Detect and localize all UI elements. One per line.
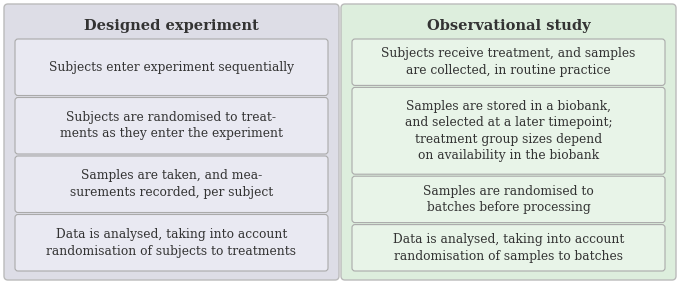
FancyBboxPatch shape [352, 176, 665, 223]
FancyBboxPatch shape [15, 156, 328, 212]
Text: Data is analysed, taking into account
randomisation of subjects to treatments: Data is analysed, taking into account ra… [46, 228, 296, 258]
FancyBboxPatch shape [4, 4, 339, 280]
Text: Designed experiment: Designed experiment [84, 19, 259, 33]
Text: Observational study: Observational study [426, 19, 590, 33]
FancyBboxPatch shape [341, 4, 676, 280]
FancyBboxPatch shape [15, 97, 328, 154]
FancyBboxPatch shape [15, 214, 328, 271]
Text: Subjects receive treatment, and samples
are collected, in routine practice: Subjects receive treatment, and samples … [381, 47, 636, 77]
FancyBboxPatch shape [15, 39, 328, 95]
Text: Samples are taken, and mea-
surements recorded, per subject: Samples are taken, and mea- surements re… [70, 170, 273, 199]
FancyBboxPatch shape [352, 225, 665, 271]
FancyBboxPatch shape [352, 87, 665, 174]
Text: Data is analysed, taking into account
randomisation of samples to batches: Data is analysed, taking into account ra… [393, 233, 624, 262]
Text: Subjects enter experiment sequentially: Subjects enter experiment sequentially [49, 61, 294, 74]
FancyBboxPatch shape [352, 39, 665, 85]
Text: Samples are randomised to
batches before processing: Samples are randomised to batches before… [423, 185, 594, 214]
Text: Subjects are randomised to treat-
ments as they enter the experiment: Subjects are randomised to treat- ments … [60, 111, 283, 141]
Text: Samples are stored in a biobank,
and selected at a later timepoint;
treatment gr: Samples are stored in a biobank, and sel… [405, 100, 612, 162]
